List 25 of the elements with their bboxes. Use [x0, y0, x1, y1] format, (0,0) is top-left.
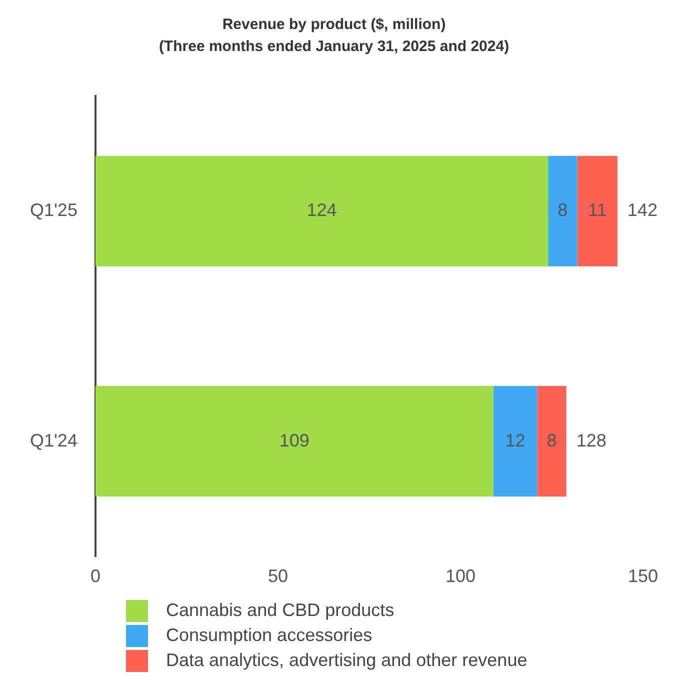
legend-label: Cannabis and CBD products: [166, 600, 394, 621]
bar: [548, 156, 578, 266]
bar: [537, 386, 566, 497]
data-label: 8: [558, 200, 568, 220]
legend-label: Data analytics, advertising and other revenue: [166, 650, 528, 671]
data-label: 12: [505, 430, 526, 450]
bar: [493, 386, 538, 497]
total-label: 142: [627, 200, 658, 220]
y-tick-label: Q1'25: [30, 200, 78, 220]
chart-subtitle: (Three months ended January 31, 2025 and 2024): [158, 38, 510, 56]
bar: [95, 386, 494, 497]
bar: [577, 156, 618, 266]
data-label: 8: [546, 430, 557, 450]
x-tick-label: 100: [445, 566, 476, 586]
data-label: 109: [279, 430, 310, 450]
chart-title: Revenue by product ($, million): [222, 16, 446, 34]
x-tick-label: 50: [268, 566, 288, 586]
bar: [95, 156, 548, 266]
x-tick-label: 0: [90, 566, 100, 586]
legend-label: Consumption accessories: [166, 625, 372, 646]
data-label: 11: [588, 200, 607, 220]
y-tick-label: Q1'24: [30, 430, 78, 450]
data-label: 124: [306, 200, 337, 220]
total-label: 128: [576, 430, 606, 450]
x-tick-label: 150: [628, 566, 658, 586]
